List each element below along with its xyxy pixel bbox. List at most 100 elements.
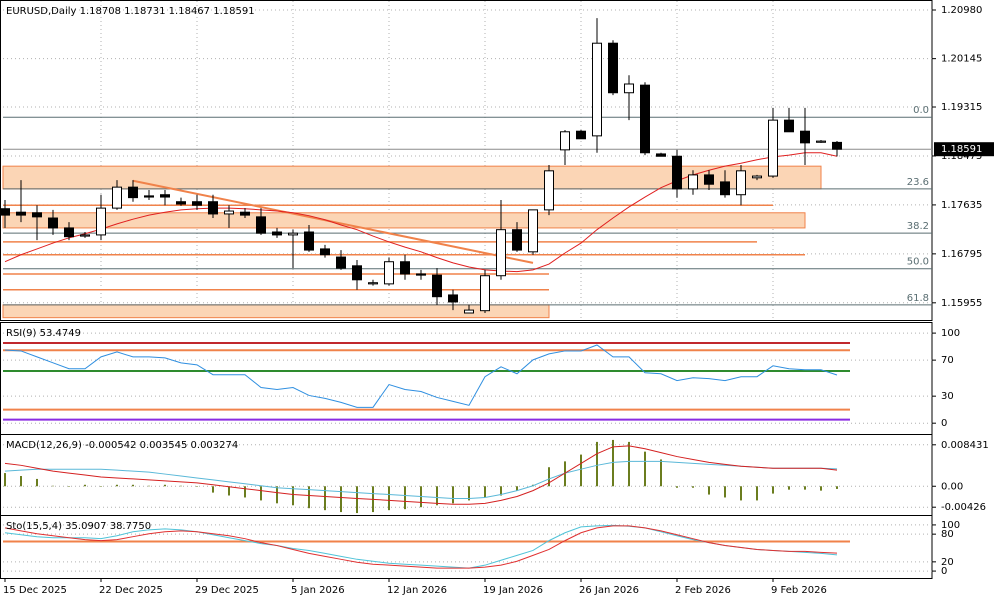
candle-body <box>288 232 298 236</box>
candle-body <box>304 231 314 251</box>
candle-body <box>704 174 714 185</box>
fib-label: 61.8 <box>907 293 929 304</box>
macd-histogram-bar <box>148 485 150 487</box>
candle-body <box>624 83 634 94</box>
macd-histogram-bar <box>196 486 198 487</box>
y-tick-label: 0 <box>941 566 947 577</box>
panel-title: Sto(15,5,4) 35.0907 38.7750 <box>6 521 151 532</box>
y-tick-label: 0.00 <box>941 481 963 492</box>
macd-histogram-bar <box>212 486 214 493</box>
candle-body <box>512 229 522 251</box>
macd-histogram-bar <box>324 486 326 511</box>
candle-body <box>448 294 458 303</box>
x-tick-label: 5 Jan 2026 <box>291 585 345 596</box>
indicator-line <box>4 525 838 569</box>
y-tick-label: 1.18475 <box>941 151 982 162</box>
candle-body <box>592 42 602 137</box>
macd-histogram-bar <box>676 486 678 488</box>
y-tick-label: 1.19315 <box>941 102 982 113</box>
y-tick-label: 1.16795 <box>941 249 982 260</box>
candle-body <box>272 231 282 236</box>
macd-histogram-bar <box>276 486 278 504</box>
candle-body <box>160 194 170 198</box>
fib-label: 23.6 <box>907 177 929 188</box>
macd-histogram-bar <box>100 486 102 487</box>
candle-body <box>816 140 826 143</box>
price-tag <box>934 142 994 157</box>
macd-histogram-bar <box>308 486 310 509</box>
macd-histogram-bar <box>820 486 822 491</box>
indicator-line <box>4 524 838 569</box>
x-tick-label: 12 Jan 2026 <box>387 585 447 596</box>
candle-body <box>128 186 138 199</box>
candle-body <box>736 170 746 196</box>
trendline <box>132 179 534 264</box>
candle-body <box>192 201 202 206</box>
candle-body <box>768 119 778 177</box>
y-tick-label: 0 <box>941 418 947 429</box>
macd-histogram-bar <box>20 476 22 487</box>
macd-histogram-bar <box>756 486 758 501</box>
candle-body <box>0 208 10 216</box>
candle-body <box>480 275 490 312</box>
macd-histogram-bar <box>260 486 262 501</box>
x-tick-label: 22 Dec 2025 <box>99 585 163 596</box>
macd-histogram-bar <box>660 459 662 487</box>
candle-body <box>432 274 442 298</box>
candle-body <box>464 309 474 314</box>
macd-histogram-bar <box>180 485 182 487</box>
macd-histogram-bar <box>84 484 86 487</box>
indicator-line <box>4 344 838 408</box>
candle-body <box>720 181 730 196</box>
fib-label: 0.0 <box>913 105 929 116</box>
macd-histogram-bar <box>644 451 646 487</box>
indicator-line <box>4 460 838 499</box>
candle-body <box>544 170 554 211</box>
candle-body <box>352 265 362 281</box>
candle-body <box>576 130 586 140</box>
candle-body <box>208 201 218 215</box>
macd-histogram-bar <box>164 484 166 487</box>
moving-average <box>4 152 838 273</box>
y-tick-label: 1.17635 <box>941 200 982 211</box>
candle-body <box>688 174 698 190</box>
y-tick-label: 1.15955 <box>941 298 982 309</box>
macd-histogram-bar <box>804 486 806 490</box>
macd-histogram-bar <box>116 484 118 487</box>
panel-title: RSI(9) 53.4749 <box>6 328 81 339</box>
x-tick-label: 29 Dec 2025 <box>195 585 259 596</box>
candle-body <box>64 227 74 238</box>
candle-body <box>176 201 186 205</box>
macd-histogram-bar <box>788 486 790 490</box>
macd-histogram-bar <box>740 486 742 501</box>
y-tick-label: 70 <box>941 355 954 366</box>
candle-body <box>96 207 106 236</box>
candle-body <box>752 175 762 179</box>
x-tick-label: 15 Dec 2025 <box>3 585 67 596</box>
candle-body <box>528 209 538 253</box>
macd-histogram-bar <box>708 486 710 495</box>
candle-body <box>144 195 154 198</box>
y-tick-label: 0.008431 <box>941 440 989 451</box>
candle-body <box>384 261 394 285</box>
macd-histogram-bar <box>404 486 406 510</box>
macd-histogram-bar <box>628 441 630 487</box>
candle-body <box>672 155 682 190</box>
candle-body <box>320 248 330 256</box>
macd-histogram-bar <box>436 486 438 506</box>
candle-body <box>224 210 234 215</box>
macd-histogram-bar <box>692 486 694 488</box>
macd-histogram-bar <box>468 486 470 501</box>
macd-histogram-bar <box>52 485 54 487</box>
y-tick-label: 20 <box>941 557 954 568</box>
candle-body <box>416 273 426 276</box>
y-tick-label: 100 <box>941 328 960 339</box>
candle-body <box>368 282 378 285</box>
macd-histogram-bar <box>548 467 550 487</box>
candle-body <box>112 186 122 209</box>
zone <box>2 165 822 190</box>
chart-title: EURUSD,Daily 1.18708 1.18731 1.18467 1.1… <box>6 6 255 17</box>
candle-body <box>336 256 346 269</box>
candle-body <box>48 217 58 229</box>
